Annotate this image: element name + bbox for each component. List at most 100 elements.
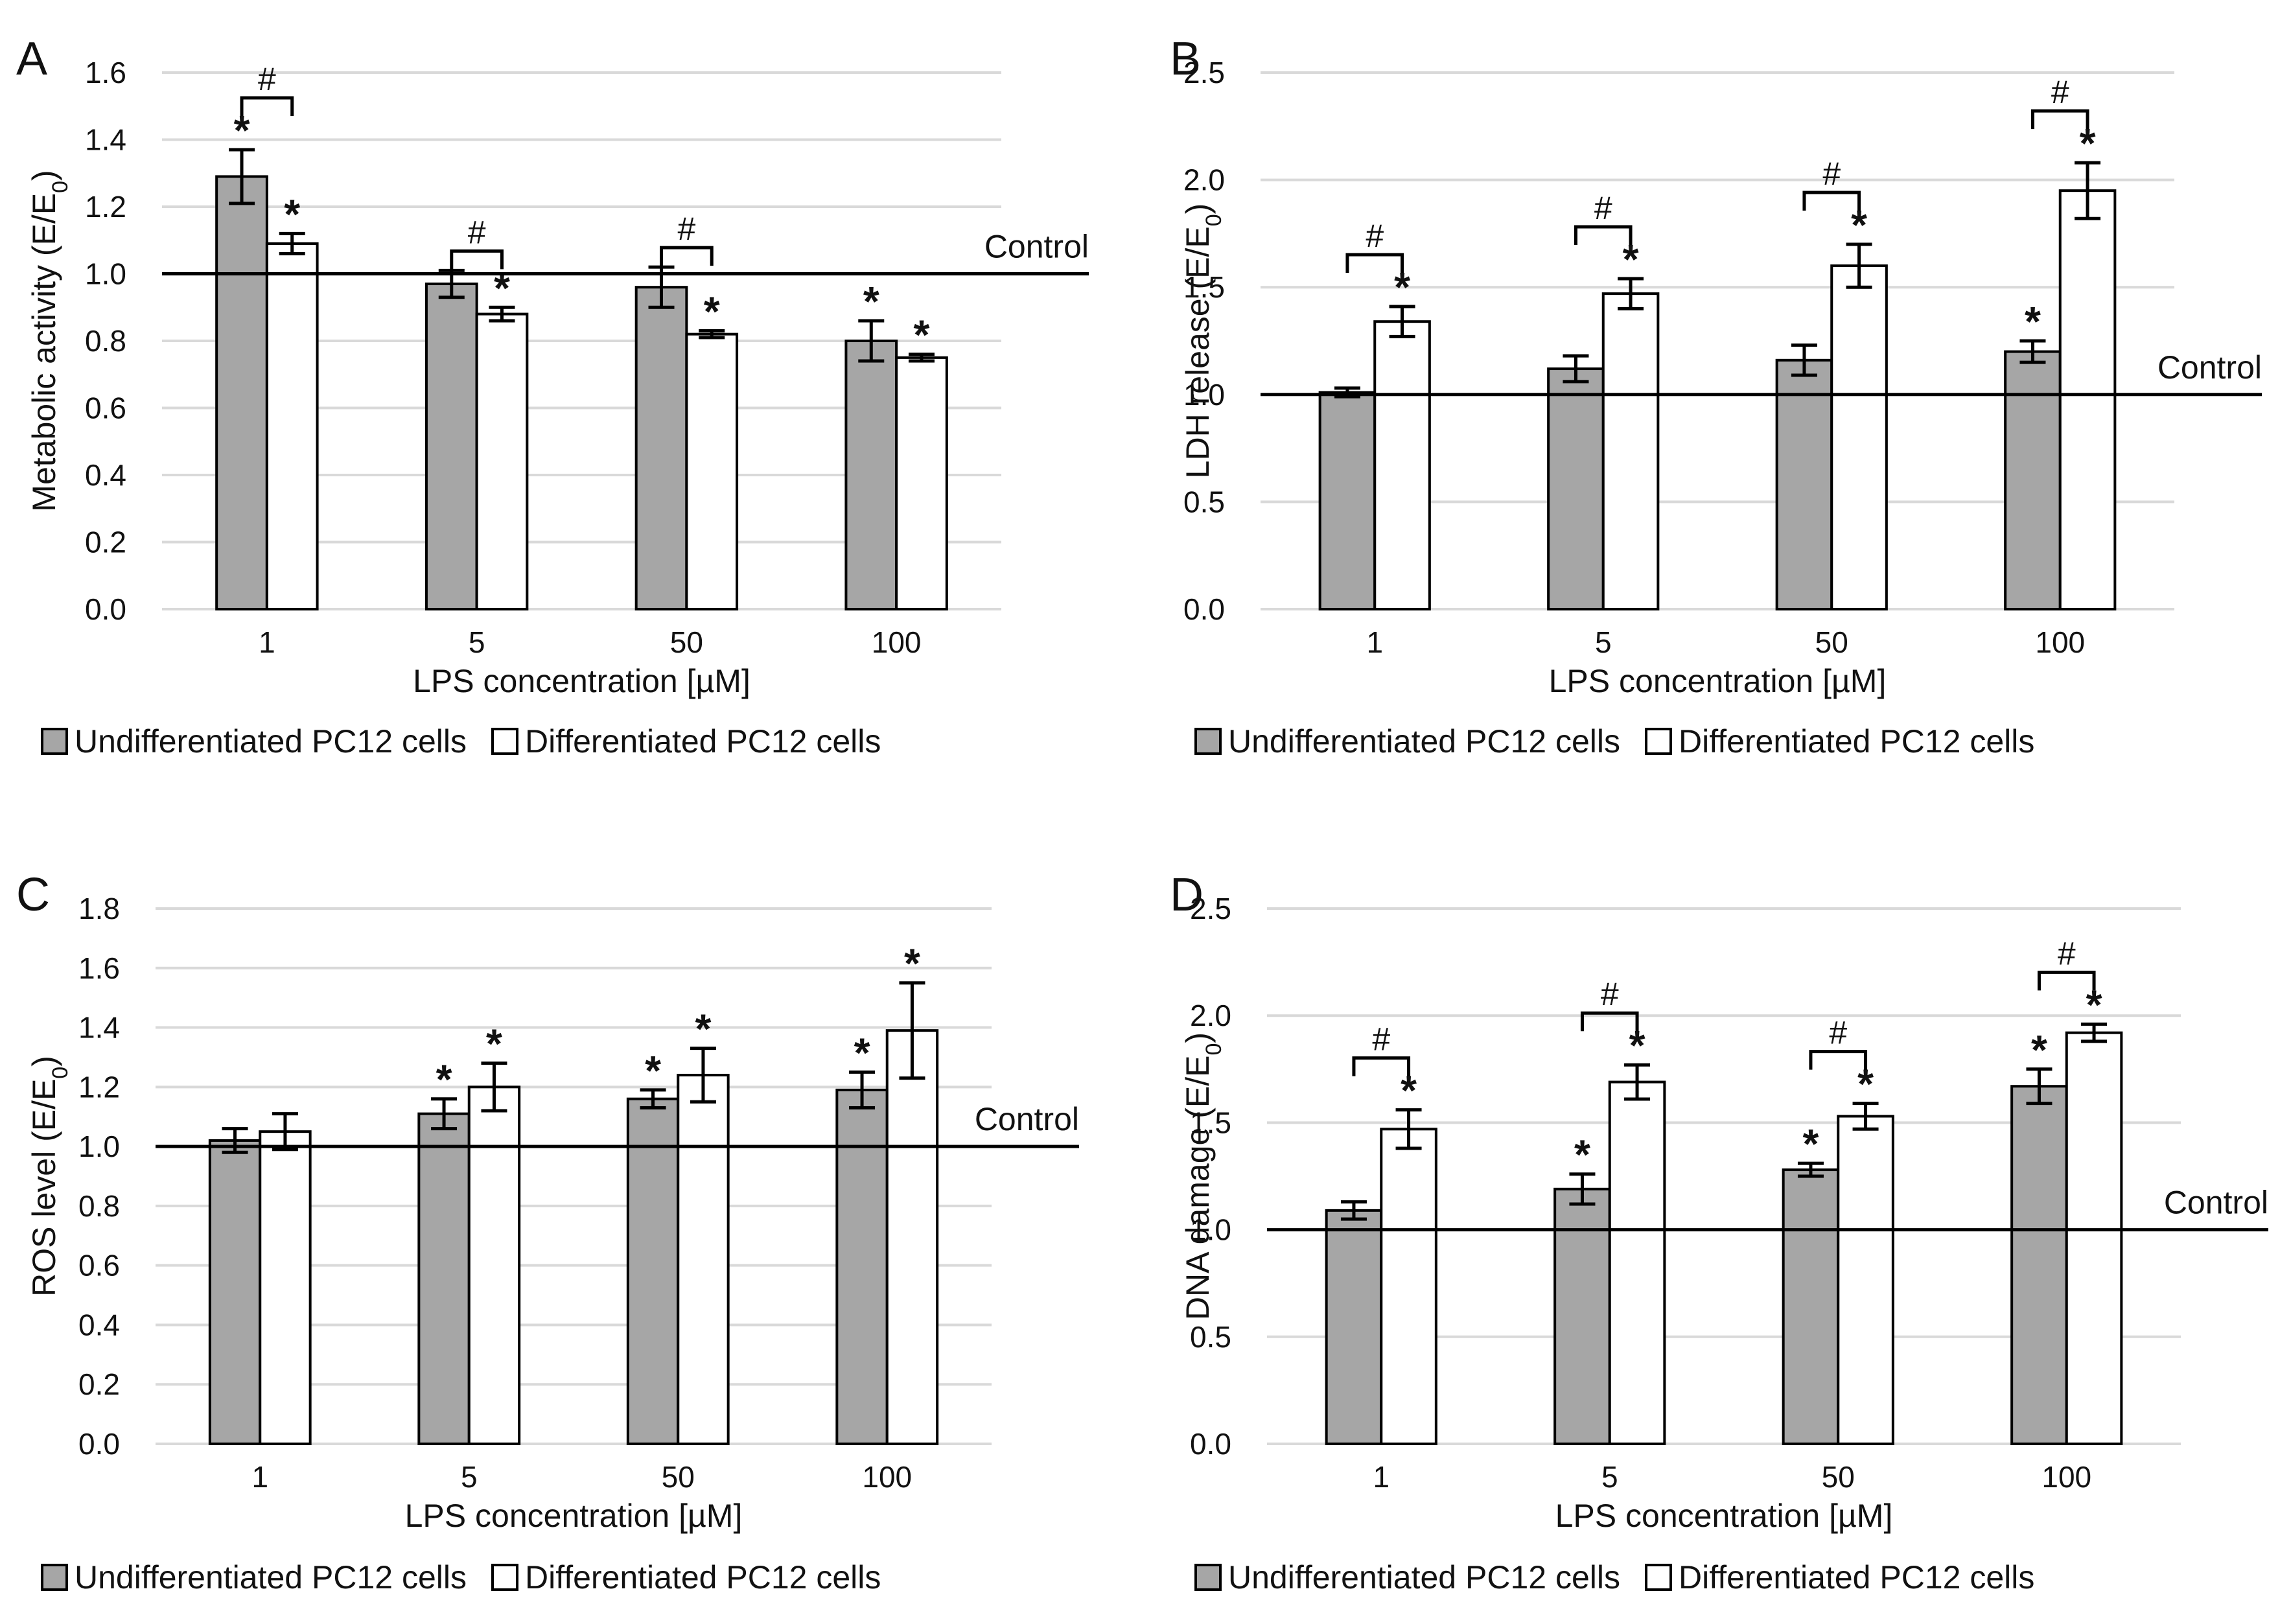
y-axis-label-tail: ) (1180, 203, 1216, 215)
significance-bracket (1802, 191, 1861, 211)
bar-differentiated (2065, 1031, 2123, 1445)
bar-undifferentiated (2004, 350, 2062, 610)
significance-hash: # (468, 214, 486, 250)
x-axis-label: LPS concentration [µM] (413, 663, 750, 699)
chart-panel-c: C 0.0 0.2 0.4 0.6 0.8 1.0 1.2 1.4 1.6 1.8 ROS level… (16, 869, 1079, 1595)
bar-undifferentiated (1547, 367, 1605, 611)
y-tick-label: 0.0 (85, 592, 126, 626)
y-tick-label: 0.2 (85, 526, 126, 559)
y-tick-label: 0.0 (78, 1427, 120, 1461)
bar-undifferentiated (634, 286, 688, 610)
bar-undifferentiated (844, 340, 898, 610)
y-axis-label-main: DNA damage (E/E (1180, 1056, 1216, 1321)
chart-panel-b: B 0.0 0.5 1.0 1.5 2.0 2.5 LDH release (E/E0) LPS… (1170, 33, 2262, 760)
y-axis-label-main: ROS level (E/E (26, 1079, 62, 1297)
significance-star: * (486, 1021, 502, 1067)
bar-undifferentiated (1318, 391, 1377, 610)
y-axis-label: ROS level (E/E0) (26, 1056, 73, 1297)
significance-star: * (854, 1029, 870, 1076)
control-label: Control (975, 1101, 1079, 1137)
x-tick-label: 100 (2035, 625, 2085, 659)
x-tick-label: 5 (469, 625, 485, 659)
significance-star: * (645, 1047, 661, 1094)
bar-differentiated (2058, 189, 2117, 611)
significance-star: * (863, 278, 879, 325)
bar-differentiated (1830, 264, 1888, 610)
y-axis-label: Metabolic activity (E/E0) (26, 170, 73, 511)
legend-swatch-differentiated (491, 728, 518, 755)
significance-star: * (704, 288, 720, 334)
bar-undifferentiated (835, 1088, 889, 1445)
y-tick-label: 1.0 (1190, 1213, 1231, 1247)
x-tick-label: 1 (259, 625, 275, 659)
y-tick-label: 0.4 (78, 1308, 120, 1341)
y-axis-label-tail: ) (26, 170, 62, 181)
x-axis-label: LPS concentration [µM] (1549, 663, 1887, 699)
y-tick-label: 1.0 (85, 257, 126, 291)
legend-swatch-differentiated (491, 1564, 518, 1591)
legend-swatch-undifferentiated (41, 1564, 68, 1591)
panel-letter: A (16, 33, 47, 85)
x-tick-label: 50 (670, 625, 703, 659)
legend-label: Differentiated PC12 cells (525, 1559, 881, 1595)
significance-star: * (2031, 1027, 2047, 1073)
x-tick-label: 50 (662, 1460, 695, 1494)
y-tick-label: 1.0 (78, 1130, 120, 1163)
y-tick-label: 1.6 (78, 951, 120, 985)
y-axis-label-tail: ) (26, 1056, 62, 1067)
significance-bracket (1574, 225, 1633, 245)
legend-swatch-differentiated (1644, 728, 1672, 755)
legend-label: Differentiated PC12 cells (1679, 723, 2034, 760)
x-tick-label: 1 (1373, 1460, 1390, 1494)
y-tick-label: 0.8 (78, 1189, 120, 1223)
bar-differentiated (265, 242, 319, 610)
legend-label: Undifferentiated PC12 cells (75, 1559, 467, 1595)
significance-bracket (1345, 253, 1404, 273)
legend-label: Undifferentiated PC12 cells (75, 723, 467, 760)
significance-hash: # (2058, 935, 2076, 971)
chart-panel-a: A 0.0 0.2 0.4 0.6 0.8 1.0 1.2 1.4 1.6 Metabolic ac… (16, 33, 1089, 760)
significance-bracket (2037, 970, 2096, 991)
significance-bracket (450, 249, 504, 270)
bar-undifferentiated (215, 175, 268, 610)
y-tick-label: 0.5 (1183, 485, 1225, 518)
y-tick-label: 1.2 (78, 1070, 120, 1104)
bar-undifferentiated (208, 1139, 262, 1446)
y-axis-label-subscript: 0 (48, 1067, 73, 1079)
significance-hash: # (1372, 1021, 1390, 1058)
legend-label: Undifferentiated PC12 cells (1228, 1559, 1620, 1595)
x-tick-label: 50 (1815, 625, 1848, 659)
y-tick-label: 0.8 (85, 324, 126, 358)
y-tick-label: 0.0 (1183, 592, 1225, 626)
x-tick-label: 5 (1601, 1460, 1618, 1494)
y-tick-label: 0.4 (85, 458, 126, 492)
y-axis-label-subscript: 0 (1202, 214, 1226, 226)
x-tick-label: 5 (461, 1460, 478, 1494)
bar-undifferentiated (417, 1112, 471, 1445)
bar-undifferentiated (2010, 1085, 2068, 1446)
bar-differentiated (895, 356, 948, 610)
significance-hash: # (1366, 218, 1384, 254)
y-tick-label: 0.5 (1190, 1320, 1231, 1354)
bar-undifferentiated (1325, 1209, 1383, 1445)
x-axis-label: LPS concentration [µM] (1555, 1498, 1893, 1534)
y-tick-label: 1.5 (1190, 1106, 1231, 1139)
legend-swatch-undifferentiated (1194, 728, 1222, 755)
y-tick-label: 1.2 (85, 190, 126, 224)
significance-star: * (494, 264, 510, 311)
panel-letter: C (16, 869, 50, 921)
legend-swatch-undifferentiated (1194, 1564, 1222, 1591)
significance-bracket (1809, 1050, 1868, 1070)
bar-differentiated (685, 332, 739, 611)
significance-star: * (695, 1006, 711, 1052)
bar-undifferentiated (1782, 1168, 1840, 1445)
significance-hash: # (1829, 1015, 1847, 1051)
bar-differentiated (467, 1085, 521, 1446)
bar-differentiated (259, 1130, 312, 1445)
y-tick-label: 0.2 (78, 1367, 120, 1401)
significance-hash: # (2051, 74, 2069, 110)
bar-differentiated (885, 1029, 939, 1445)
significance-star: * (2025, 298, 2041, 345)
bar-differentiated (1601, 292, 1660, 610)
